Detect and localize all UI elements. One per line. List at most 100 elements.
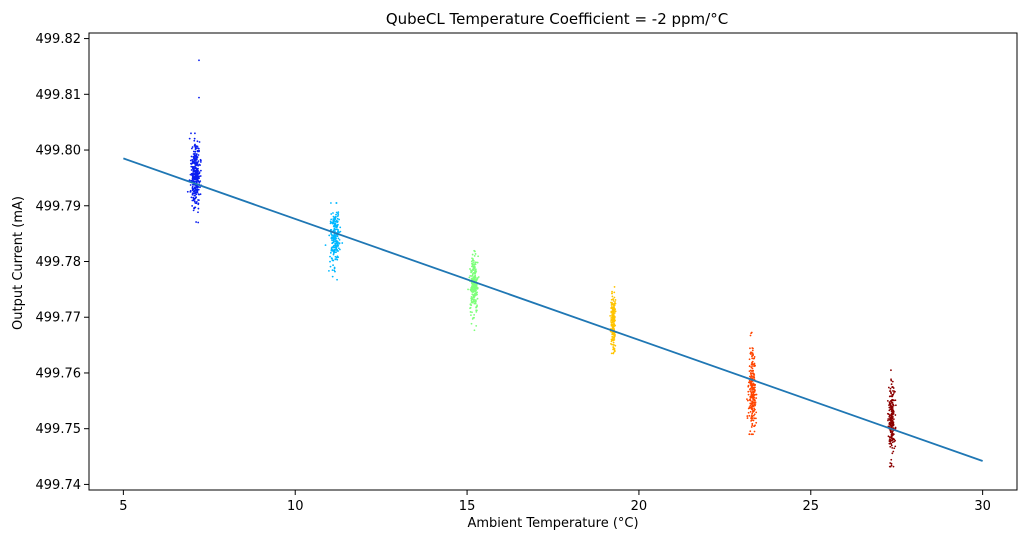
data-point [197,177,200,180]
data-point [891,386,894,389]
x-tick-label: 30 [974,499,991,514]
data-point [469,311,472,313]
data-point [473,290,475,293]
data-point [330,247,333,249]
data-point [747,384,750,387]
data-point [475,293,478,296]
data-point [611,314,614,317]
data-point [471,288,474,291]
y-axis: 499.74 499.75 499.76 499.77 499.78 499.79 499.… [36,32,89,493]
data-point [194,132,196,135]
data-point [195,163,198,166]
data-point [471,253,474,256]
data-point [887,419,889,422]
data-point [613,309,616,312]
data-point [749,334,752,337]
data-point [195,145,198,147]
data-point [190,165,193,168]
data-point [473,276,476,279]
data-point [748,388,751,391]
data-point [474,253,477,255]
data-point [475,306,477,309]
data-point [336,249,339,252]
data-point [612,319,615,322]
data-point [334,217,337,220]
data-point [476,261,479,264]
data-point [334,242,337,245]
data-point [191,160,194,163]
data-point [336,235,339,238]
data-point [198,150,200,153]
data-point [194,174,197,177]
data-point [190,169,193,171]
data-point [890,414,893,417]
data-point [471,265,473,268]
data-point [890,421,892,424]
data-point [892,450,895,453]
data-point [610,324,613,327]
data-point [890,430,892,433]
data-point [473,265,476,268]
data-point [334,255,337,258]
data-point [749,410,752,413]
data-point [609,314,612,317]
data-point [751,424,754,427]
data-point [894,399,897,402]
data-point [191,199,194,202]
data-point [751,367,754,370]
chart-title: QubeCL Temperature Coefficient = -2 ppm/… [386,10,728,28]
data-point [199,186,201,189]
data-point [337,231,340,233]
data-point [330,233,333,236]
data-point [613,286,616,288]
data-point [473,302,476,305]
data-point [611,302,614,304]
data-point [472,283,475,285]
data-point [469,307,471,310]
data-point [613,316,616,319]
data-point [198,59,200,62]
data-point [475,292,478,295]
data-point [610,352,613,355]
data-point [199,161,202,163]
data-point [188,137,191,140]
data-point [753,403,756,406]
data-point [752,401,755,404]
data-point [469,274,472,277]
data-point [746,417,749,419]
data-point [750,363,753,366]
data-point [471,311,473,314]
data-point [891,423,894,426]
data-points [186,59,897,468]
data-point [336,255,339,258]
y-tick-label: 499.81 [36,88,82,103]
data-point [193,187,196,190]
data-point [191,188,194,191]
data-point [749,347,751,350]
data-point [470,314,472,317]
data-point [332,252,335,255]
data-point [891,425,894,427]
data-point [474,290,477,293]
data-point [892,404,895,407]
data-point [891,393,894,396]
data-point [889,387,892,390]
data-point [330,257,333,259]
data-point [197,154,200,156]
data-point [753,430,756,433]
data-point [196,178,199,181]
data-point [328,234,331,237]
data-point [892,387,895,389]
data-point [614,299,617,301]
data-point [892,392,895,394]
data-point [612,341,615,344]
data-point [470,299,473,302]
data-point [610,311,613,314]
data-point [610,320,612,322]
data-point [190,132,192,135]
data-point [335,240,338,243]
data-point [890,464,893,467]
data-point [889,423,892,425]
data-point [614,319,616,322]
data-point [335,213,337,216]
